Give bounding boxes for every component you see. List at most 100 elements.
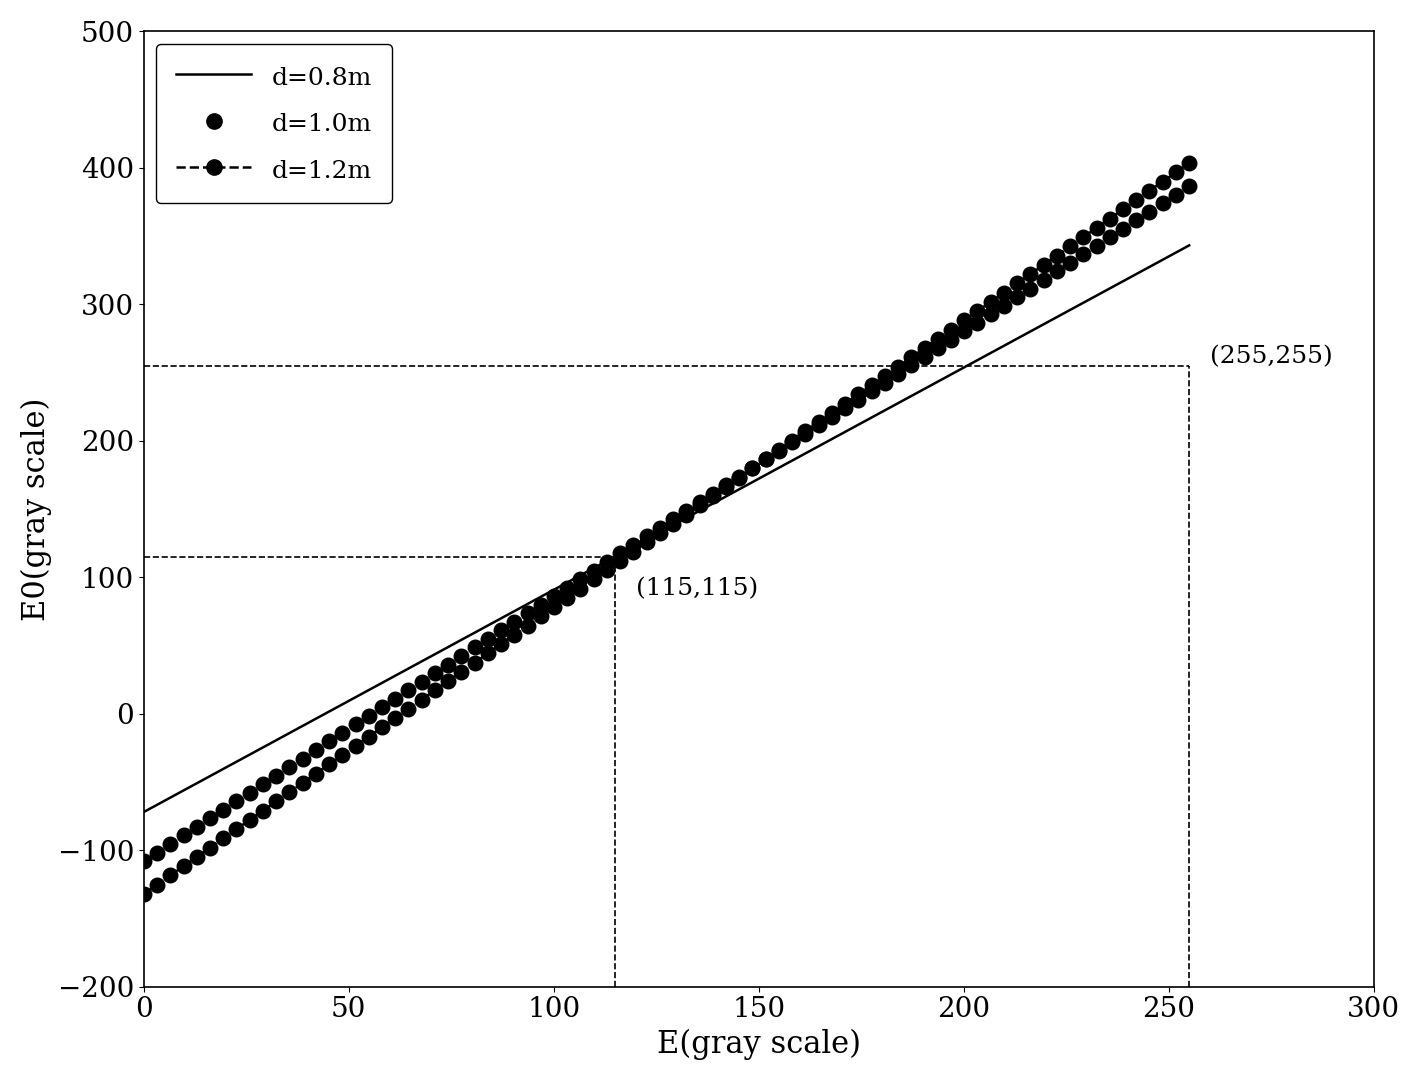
Point	[583, 562, 605, 579]
Point	[688, 496, 710, 513]
Point	[1046, 246, 1069, 264]
Point	[767, 442, 790, 459]
Point	[371, 719, 394, 736]
Point	[503, 626, 526, 643]
Point	[595, 553, 618, 571]
Point	[436, 672, 459, 690]
Point	[1059, 254, 1081, 271]
Point	[279, 759, 301, 776]
Point	[820, 408, 843, 425]
Point	[358, 707, 381, 724]
Point	[279, 784, 301, 801]
Point	[516, 617, 539, 635]
X-axis label: E(gray scale): E(gray scale)	[657, 1029, 861, 1060]
Point	[979, 293, 1002, 310]
Point	[396, 700, 419, 718]
Point	[675, 502, 698, 519]
Point	[648, 524, 671, 542]
Point	[1111, 201, 1134, 218]
Point	[371, 698, 394, 716]
Point	[874, 374, 897, 391]
Point	[318, 733, 341, 750]
Point	[199, 839, 222, 856]
Point	[742, 459, 764, 477]
Point	[1111, 221, 1134, 238]
Point	[860, 376, 882, 393]
Point	[780, 432, 803, 450]
Point	[1006, 289, 1029, 306]
Legend: d=0.8m, d=1.0m, d=1.2m: d=0.8m, d=1.0m, d=1.2m	[156, 44, 392, 202]
Point	[159, 836, 182, 853]
Point	[358, 728, 381, 745]
Point	[953, 311, 976, 329]
Point	[1086, 219, 1108, 237]
Point	[490, 622, 513, 639]
Point	[583, 571, 605, 588]
Point	[1032, 271, 1054, 289]
Point	[476, 630, 499, 648]
Point	[939, 321, 962, 338]
Point	[728, 469, 750, 486]
Point	[1019, 280, 1042, 297]
Point	[463, 639, 486, 656]
Point	[926, 339, 949, 357]
Point	[304, 742, 327, 759]
Point	[568, 579, 591, 597]
Point	[1019, 266, 1042, 283]
Point	[807, 413, 830, 430]
Point	[728, 468, 750, 485]
Point	[953, 322, 976, 339]
Point	[1178, 155, 1201, 172]
Point	[239, 811, 261, 828]
Point	[423, 682, 446, 699]
Point	[794, 423, 817, 440]
Point	[1125, 212, 1148, 229]
Point	[436, 656, 459, 673]
Point	[1086, 237, 1108, 254]
Point	[966, 315, 989, 332]
Point	[463, 654, 486, 671]
Point	[914, 348, 936, 365]
Point	[132, 853, 155, 870]
Point	[212, 801, 234, 818]
Point	[1032, 256, 1054, 273]
Point	[702, 485, 725, 503]
Point	[755, 451, 777, 468]
Y-axis label: E0(gray scale): E0(gray scale)	[21, 398, 53, 620]
Point	[159, 867, 182, 884]
Point	[926, 330, 949, 347]
Point	[979, 306, 1002, 323]
Point	[291, 774, 314, 791]
Point	[516, 604, 539, 622]
Point	[172, 857, 195, 875]
Point	[225, 820, 247, 838]
Point	[1098, 228, 1121, 245]
Point	[396, 681, 419, 698]
Point	[476, 644, 499, 662]
Point	[239, 784, 261, 801]
Point	[1046, 263, 1069, 280]
Point	[635, 528, 658, 545]
Point	[899, 357, 922, 374]
Text: (255,255): (255,255)	[1209, 345, 1333, 368]
Point	[595, 561, 618, 578]
Point	[146, 876, 169, 893]
Point	[608, 552, 631, 570]
Point	[966, 303, 989, 320]
Point	[834, 400, 857, 417]
Point	[755, 451, 777, 468]
Point	[1165, 163, 1188, 181]
Point	[1165, 186, 1188, 203]
Point	[264, 768, 287, 785]
Point	[318, 756, 341, 773]
Point	[543, 599, 566, 616]
Point	[807, 416, 830, 433]
Point	[344, 716, 367, 733]
Point	[1125, 191, 1148, 209]
Point	[715, 478, 737, 495]
Point	[1071, 245, 1094, 263]
Point	[648, 519, 671, 536]
Point	[887, 365, 909, 383]
Point	[291, 750, 314, 768]
Point	[662, 510, 685, 528]
